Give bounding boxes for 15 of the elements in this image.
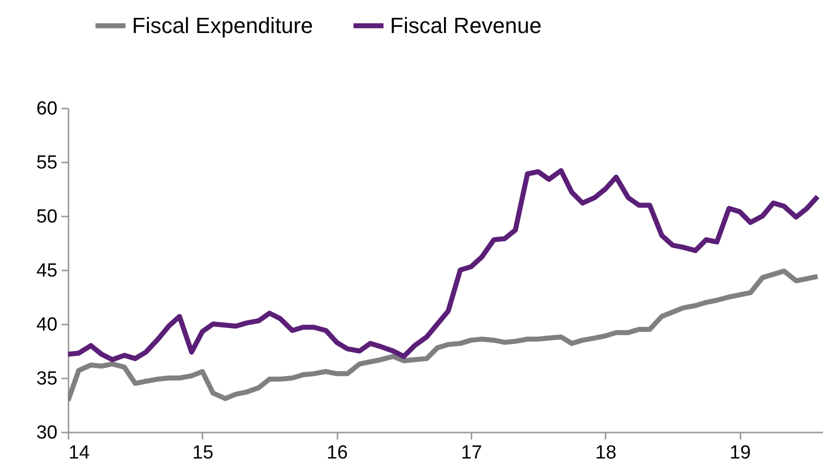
y-tick-label: 30	[36, 422, 58, 444]
x-tick-label: 14	[68, 442, 90, 464]
legend-label: Fiscal Revenue	[390, 12, 542, 38]
y-tick-label: 55	[36, 152, 58, 174]
y-tick-label: 35	[36, 368, 58, 390]
x-tick-label: 18	[595, 442, 616, 464]
x-tick-label: 16	[326, 442, 348, 464]
x-tick-label: 19	[730, 442, 751, 464]
x-tick-label: 17	[460, 442, 482, 464]
y-tick-label: 60	[36, 98, 58, 120]
x-tick-label: 15	[192, 442, 214, 464]
y-tick-label: 45	[36, 260, 58, 282]
legend-label: Fiscal Expenditure	[132, 12, 313, 38]
y-tick-label: 40	[36, 314, 58, 336]
y-tick-label: 50	[36, 206, 58, 228]
